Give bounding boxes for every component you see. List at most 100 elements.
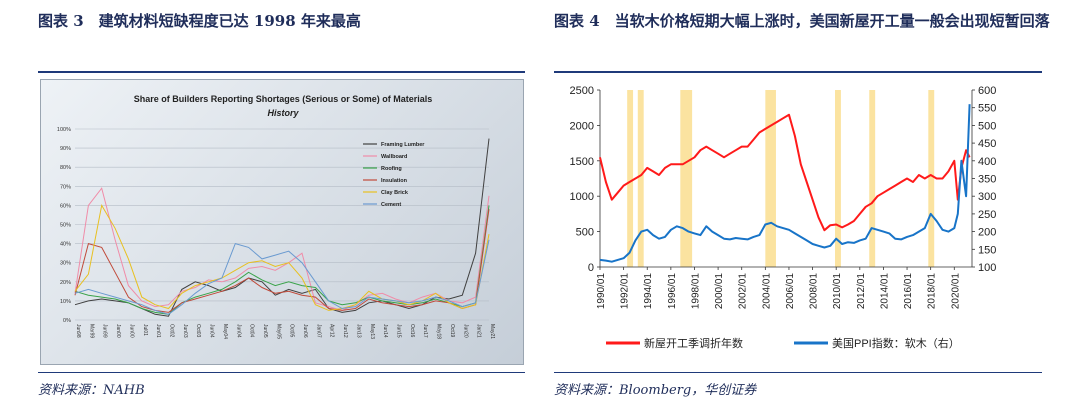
left-legend-label: Clay Brick [381,190,409,196]
right-y-right-tick: 450 [978,138,996,150]
right-series-line [599,113,971,232]
left-x-tick: Jun99 [102,324,108,338]
left-x-tick: May04 [222,324,228,339]
left-x-tick: Jun04 [235,324,241,338]
left-x-tick: Jan21 [476,324,482,338]
left-x-tick: Oct16 [409,324,415,338]
right-highlight-band [835,90,841,267]
right-x-tick: 2008/01 [809,273,820,310]
left-x-tick: Apr12 [329,324,335,338]
left-series-line [74,187,490,311]
right-x-tick: 2006/01 [785,273,796,310]
left-x-tick: May05 [275,324,281,339]
left-x-tick: Jun14 [382,324,388,338]
right-y-right-tick: 400 [978,156,996,168]
left-y-tick: 100% [57,127,71,133]
right-y-left-tick: 1000 [570,191,594,203]
right-highlight-band [680,90,693,267]
left-y-tick: 70% [60,184,71,190]
right-x-tick: 1994/01 [643,273,654,310]
left-legend-label: Insulation [381,178,408,184]
left-chart-inner-title: Share of Builders Reporting Shortages (S… [134,94,433,104]
right-highlight-band [637,90,644,267]
right-x-tick: 2014/01 [879,273,890,310]
left-series-line [74,204,490,311]
left-y-tick: 40% [60,242,71,248]
left-y-tick: 90% [60,146,71,152]
left-chart-title: 图表 3 建筑材料短缺程度已达 1998 年来最高 [38,12,361,30]
left-series-line [74,209,490,313]
left-x-tick: Oct05 [289,324,295,338]
right-y-left-tick: 1500 [570,156,594,168]
right-highlight-band [627,90,634,267]
left-source: 资料来源：NAHB [38,383,145,398]
right-title-rule [554,71,1042,73]
housing-lumber-chart: 0 500 1000 1500 2000 2500 100 150 200 250 300 350 40… [570,85,997,350]
left-legend-label: Wallboard [381,154,407,160]
left-legend-label: Roofing [381,166,402,172]
right-y-right-tick: 100 [978,262,996,274]
left-chart-subtitle: History [267,108,299,118]
right-source: 资料来源：Bloomberg，华创证券 [554,383,757,398]
left-x-tick: Jun03 [182,324,188,338]
left-x-tick: Jun06 [302,324,308,338]
left-y-tick: 20% [60,280,71,286]
right-x-tick: 2012/01 [856,273,867,310]
left-y-tick: 30% [60,261,71,267]
left-x-tick: Jun20 [462,324,468,338]
left-x-tick: Oct02 [168,324,174,338]
left-x-tick: Jan07 [315,324,321,338]
right-y-right-tick: 600 [978,85,996,97]
left-bottom-rule [38,372,525,373]
right-y-left-tick: 2500 [570,85,594,97]
right-x-tick: 1992/01 [620,273,631,310]
right-y-right-tick: 350 [978,174,996,186]
left-y-tick: 10% [60,299,71,305]
left-x-tick: Jan13 [355,324,361,338]
right-legend-label: 新屋开工季调折年数 [644,336,743,350]
right-highlight-band [765,90,776,267]
right-y-right-tick: 300 [978,191,996,203]
right-x-tick: 2000/01 [714,273,725,310]
left-legend-label: Cement [381,202,401,208]
left-x-tick: Mar99 [88,324,94,338]
left-legend-label: Framing Lumber [381,142,425,148]
right-highlight-band [869,90,876,267]
left-x-tick: Jun17 [422,324,428,338]
right-y-right-tick: 150 [978,244,996,256]
right-y-left-tick: 500 [576,227,594,239]
left-y-tick: 50% [60,223,71,229]
right-y-right-tick: 500 [978,120,996,132]
left-y-tick: 0% [63,318,71,324]
left-x-tick: May21 [489,324,495,339]
right-series-line [599,104,971,263]
right-y-right-tick: 200 [978,227,996,239]
left-series-line [74,138,490,317]
left-x-tick: Oct19 [449,324,455,338]
left-x-tick: Jun15 [396,324,402,338]
left-y-tick: 60% [60,203,71,209]
left-x-tick: Jun98 [75,324,81,338]
right-y-left-tick: 0 [588,262,594,274]
right-x-tick: 1998/01 [690,273,701,310]
right-x-tick: 2016/01 [903,273,914,310]
right-y-right-tick: 550 [978,103,996,115]
right-legend-label: 美国PPI指数：软木（右） [832,336,960,350]
right-x-tick: 1996/01 [667,273,678,310]
right-x-tick: 1990/01 [596,273,607,310]
left-x-tick: Oct03 [195,324,201,338]
left-x-tick: Jun05 [262,324,268,338]
left-title-rule [38,71,525,73]
left-x-tick: Jul01 [142,324,148,336]
right-highlight-band [928,90,935,267]
right-x-tick: 2010/01 [832,273,843,310]
left-chart-panel: Share of Builders Reporting Shortages (S… [40,79,524,365]
right-y-left-tick: 2000 [570,120,594,132]
right-y-right-tick: 250 [978,209,996,221]
left-x-tick: Jun04 [209,324,215,338]
left-series-line [74,205,490,315]
right-chart-title: 图表 4 当软木价格短期大幅上涨时，美国新屋开工量一般会出现短暂回落 [554,12,1050,30]
left-y-tick: 80% [60,165,71,171]
right-x-tick: 2018/01 [927,273,938,310]
left-x-tick: May18 [436,324,442,339]
